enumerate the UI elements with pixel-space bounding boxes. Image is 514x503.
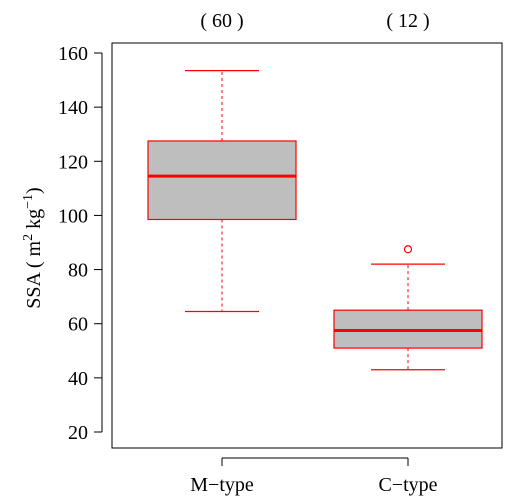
count-labels: ( 60 ) ( 12 ) bbox=[200, 10, 429, 32]
y-tick-label: 60 bbox=[68, 314, 88, 336]
box-group bbox=[147, 69, 297, 313]
y-tick-label: 120 bbox=[58, 151, 88, 173]
y-tick-label: 20 bbox=[68, 422, 88, 444]
box-group bbox=[333, 245, 483, 371]
y-tick-label: 140 bbox=[58, 97, 88, 119]
y-axis: 20 40 60 80 100 120 140 160 bbox=[58, 43, 103, 444]
y-axis-label: SSA ( m2 kg−1) bbox=[21, 187, 45, 308]
x-axis: M−type C−type bbox=[190, 457, 438, 496]
x-tick-label: M−type bbox=[190, 474, 254, 496]
boxes bbox=[147, 69, 483, 371]
plot-frame bbox=[111, 42, 503, 449]
count-label: ( 12 ) bbox=[386, 10, 429, 32]
x-tick-label: C−type bbox=[378, 474, 437, 496]
y-tick-label: 40 bbox=[68, 368, 88, 390]
y-tick-label: 160 bbox=[58, 43, 88, 65]
count-label: ( 60 ) bbox=[200, 10, 243, 32]
y-tick-label: 100 bbox=[58, 205, 88, 227]
iqr-box bbox=[147, 140, 297, 221]
y-tick-label: 80 bbox=[68, 260, 88, 282]
outlier-point bbox=[403, 245, 413, 254]
